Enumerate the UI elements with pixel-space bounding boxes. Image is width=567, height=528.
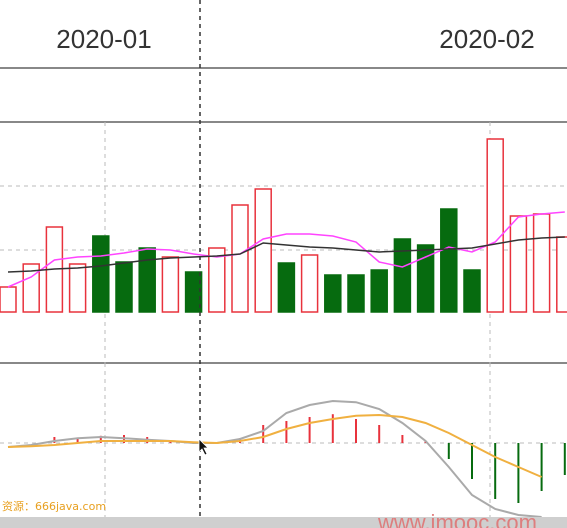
volume-bar [347,274,365,313]
volume-bar [138,247,156,313]
volume-bar [556,236,567,313]
volume-ma-line-magenta [7,211,565,288]
volume-bar [416,244,435,313]
volume-bar [300,254,319,313]
watermark-site: www.imooc.com [377,510,537,528]
macd-dea-line [7,413,542,478]
volume-bar [92,235,110,313]
macd-dif-line [7,399,542,518]
volume-bar [393,238,412,313]
x-tick-label-2020-02: 2020-02 [439,24,534,54]
volume-bar [463,269,481,313]
macd-lines [7,399,542,518]
volume-bar [68,263,87,313]
volume-bar [532,213,551,313]
volume-bar [370,269,388,313]
bottom-scrollbar-track[interactable] [0,517,567,528]
watermark-resource: 资源：666java.com [2,499,106,513]
volume-bar [115,261,133,313]
volume-bar [161,256,180,313]
mouse-cursor-icon [198,438,209,456]
volume-bar [254,188,272,313]
volume-bar [277,262,296,313]
volume-bar [440,208,458,313]
volume-bar [324,274,342,313]
volume-bar [208,247,226,313]
volume-bar [486,138,504,313]
volume-bar [22,263,40,313]
volume-moving-averages [7,211,565,288]
volume-bar [509,215,528,313]
volume-ma-line-dark [7,236,565,273]
volume-bar [231,204,249,313]
volume-bar [184,271,203,313]
volume-bar [0,286,17,313]
x-tick-label-2020-01: 2020-01 [56,24,151,54]
